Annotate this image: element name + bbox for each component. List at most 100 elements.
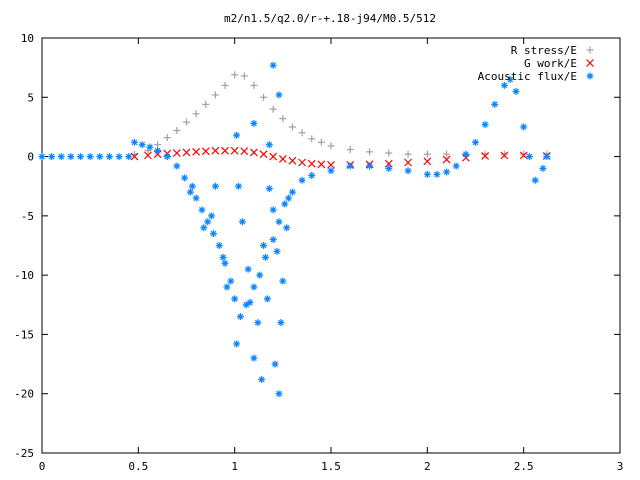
y-tick-label: -15 — [14, 328, 34, 341]
data-point — [500, 151, 509, 160]
data-point — [275, 91, 283, 99]
data-point — [154, 141, 162, 149]
data-point — [404, 150, 412, 158]
data-point — [288, 188, 296, 196]
x-tick-label: 1 — [231, 460, 238, 473]
data-point — [461, 153, 470, 162]
data-point — [346, 162, 354, 170]
data-point — [327, 167, 335, 175]
data-point — [238, 218, 246, 226]
data-point — [235, 182, 243, 190]
data-point — [48, 153, 56, 161]
data-point — [250, 283, 258, 291]
data-point — [275, 218, 283, 226]
data-point — [317, 138, 325, 146]
data-point — [531, 176, 539, 184]
x-tick-label: 2.5 — [514, 460, 534, 473]
data-point — [209, 230, 217, 238]
y-tick-label: 10 — [21, 32, 34, 45]
series-2 — [38, 61, 551, 398]
x-tick-label: 2 — [424, 460, 431, 473]
data-point — [519, 151, 528, 160]
data-point — [233, 340, 241, 348]
data-point — [254, 319, 262, 327]
data-point — [250, 354, 258, 362]
data-point — [423, 157, 432, 166]
data-point — [308, 172, 316, 180]
data-point — [240, 72, 248, 80]
data-point — [236, 313, 244, 321]
data-point — [472, 138, 479, 146]
legend-label: G work/E — [524, 57, 577, 70]
data-point — [186, 188, 194, 196]
data-point — [163, 134, 171, 142]
data-point — [366, 162, 374, 170]
data-point — [269, 236, 277, 244]
data-point — [250, 119, 258, 127]
data-point — [512, 87, 520, 95]
data-point — [86, 153, 94, 161]
data-point — [192, 147, 201, 156]
data-point — [539, 164, 547, 172]
y-tick-label: -20 — [14, 388, 34, 401]
data-point — [198, 206, 206, 214]
data-point — [183, 118, 190, 126]
data-point — [317, 160, 326, 169]
data-point — [443, 168, 451, 176]
data-point — [433, 170, 441, 178]
legend-marker — [586, 46, 594, 54]
data-point — [240, 147, 249, 156]
data-point — [298, 176, 306, 184]
data-point — [265, 141, 273, 149]
data-point — [242, 301, 250, 309]
data-point — [130, 138, 138, 146]
x-tick-label: 0.5 — [128, 460, 148, 473]
data-point — [269, 206, 277, 214]
data-point — [125, 153, 133, 161]
x-tick-label: 3 — [617, 460, 624, 473]
legend-marker — [586, 72, 594, 80]
data-point — [221, 81, 229, 89]
data-point — [271, 360, 279, 368]
series-0 — [130, 71, 551, 158]
y-tick-label: 0 — [27, 151, 34, 164]
x-tick-label: 0 — [39, 460, 46, 473]
data-point — [202, 100, 210, 108]
data-point — [506, 76, 514, 83]
data-point — [269, 105, 277, 113]
data-point — [443, 150, 451, 158]
data-point — [153, 150, 162, 159]
data-point — [481, 152, 490, 160]
data-point — [265, 185, 273, 193]
data-point — [462, 150, 470, 158]
data-point — [231, 295, 239, 303]
data-point — [520, 123, 528, 131]
data-point — [423, 170, 431, 178]
data-point — [230, 146, 239, 155]
data-point — [223, 283, 231, 291]
data-point — [283, 224, 291, 232]
data-point — [38, 153, 46, 161]
data-point — [423, 150, 431, 158]
data-point — [231, 71, 239, 79]
data-point — [288, 123, 296, 131]
series-1 — [130, 146, 551, 169]
data-point — [277, 319, 285, 327]
data-point — [260, 242, 268, 249]
data-point — [525, 153, 533, 161]
data-point — [269, 61, 277, 69]
data-point — [211, 182, 219, 190]
data-point — [211, 91, 219, 99]
data-point — [211, 146, 220, 155]
data-point — [258, 375, 266, 383]
data-point — [154, 147, 162, 155]
data-point — [308, 135, 316, 143]
data-point — [201, 147, 210, 156]
data-point — [263, 295, 271, 303]
x-tick-label: 1.5 — [321, 460, 341, 473]
data-point — [181, 174, 189, 182]
data-point — [173, 162, 181, 170]
data-point — [105, 153, 113, 161]
y-tick-label: -25 — [14, 447, 34, 460]
